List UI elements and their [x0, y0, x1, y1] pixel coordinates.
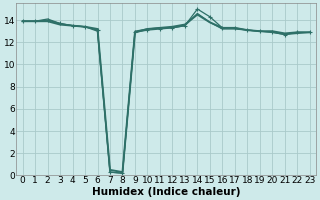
X-axis label: Humidex (Indice chaleur): Humidex (Indice chaleur) — [92, 187, 240, 197]
